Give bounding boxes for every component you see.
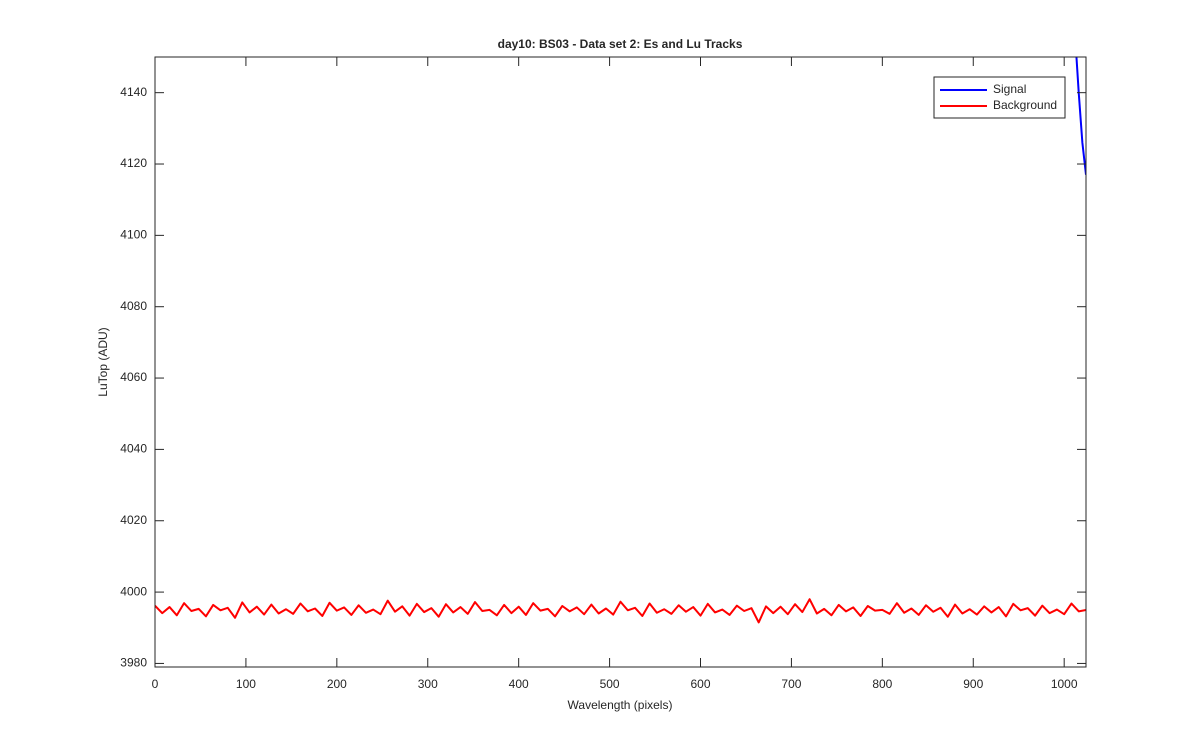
x-tick-label: 400: [509, 677, 529, 691]
x-tick-label: 200: [327, 677, 347, 691]
x-tick-label: 500: [600, 677, 620, 691]
chart-title: day10: BS03 - Data set 2: Es and Lu Trac…: [498, 37, 743, 51]
legend-box: [933, 76, 1066, 119]
plot-area: [155, 57, 1086, 624]
legend-label: Signal: [993, 82, 1026, 96]
y-tick-label: 3980: [120, 656, 147, 670]
y-tick-label: 4140: [120, 85, 147, 99]
x-tick-label: 100: [236, 677, 256, 691]
y-tick-label: 4080: [120, 299, 147, 313]
series-line: [1075, 57, 1086, 175]
x-tick-label: 0: [152, 677, 159, 691]
x-tick-label: 900: [963, 677, 983, 691]
series-line: [155, 598, 1086, 624]
x-tick-label: 300: [418, 677, 438, 691]
x-tick-label: 1000: [1051, 677, 1078, 691]
x-axis-label: Wavelength (pixels): [568, 698, 673, 712]
y-axis-label: LuTop (ADU): [96, 327, 110, 396]
x-tick-label: 800: [872, 677, 892, 691]
x-tick-label: 600: [690, 677, 710, 691]
legend-label: Background: [993, 98, 1057, 112]
y-tick-label: 4100: [120, 228, 147, 242]
y-tick-label: 4060: [120, 370, 147, 384]
y-tick-label: 4040: [120, 442, 147, 456]
axes-box: [154, 56, 1087, 668]
y-tick-label: 4000: [120, 584, 147, 598]
x-tick-label: 700: [781, 677, 801, 691]
y-tick-label: 4120: [120, 156, 147, 170]
y-tick-label: 4020: [120, 513, 147, 527]
